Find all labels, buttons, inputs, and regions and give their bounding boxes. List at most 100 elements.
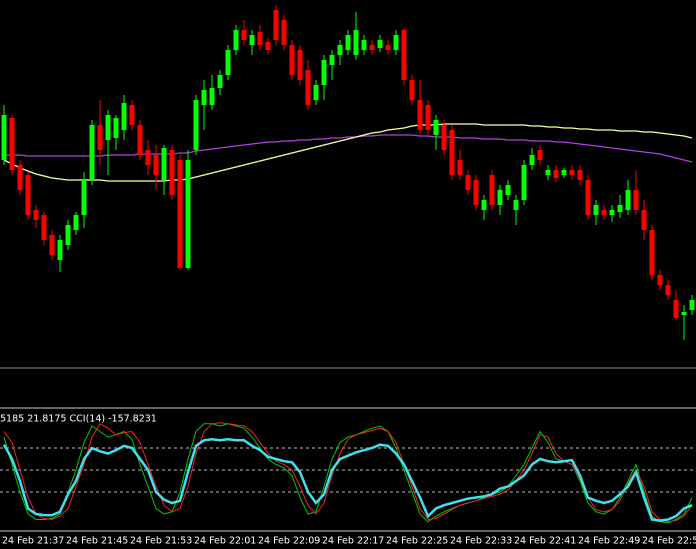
candle-body [209,88,215,105]
candle-body [601,210,607,215]
candle-body [569,170,575,175]
x-tick-label: 24 Feb 22:33 [450,536,512,547]
candle-body [321,60,327,85]
x-tick-label: 24 Feb 21:37 [2,536,64,547]
candle-body [249,35,255,45]
moving-average [4,134,693,163]
candle-body [425,105,431,130]
candle-body [57,240,63,260]
indicator-line [3,422,693,523]
candle-body [681,312,687,315]
candle-body [577,170,583,180]
candle-body [689,300,695,310]
candle-body [489,175,495,205]
candle-body [457,160,463,175]
indicator-label: 5185 21.8175 CCI(14) -157.8231 [0,414,157,425]
candle-body [185,160,191,268]
candle-body [561,170,567,175]
candle-body [225,50,231,75]
candle-body [17,165,23,190]
candle-body [401,30,407,80]
candle-body [513,200,519,210]
x-tick-label: 24 Feb 22:01 [194,536,256,547]
candle-body [657,275,663,285]
candle-body [465,175,471,190]
candle-body [41,215,47,240]
moving-average [3,123,693,182]
candle-body [169,150,175,195]
candle-body [313,85,319,100]
x-tick-label: 24 Feb 22:09 [258,536,320,547]
candle-body [33,210,39,220]
candle-body [329,55,335,65]
candle-body [265,42,271,50]
candle-body [297,50,303,80]
candle-body [497,190,503,205]
candle-body [385,45,391,50]
candle-body [537,150,543,160]
indicator-line [2,437,693,522]
candle-body [449,130,455,175]
candle-body [89,125,95,180]
candle-body [665,285,671,295]
candle-body [633,190,639,210]
candle-body [545,170,551,175]
candle-body [593,205,599,215]
candle-body [273,10,279,40]
candle-body [433,120,439,135]
candle-body [609,210,615,215]
candle-body [641,210,647,230]
candle-body [193,100,199,150]
candle-body [441,125,447,150]
candle-body [409,80,415,100]
candle-body [105,115,111,140]
candle-body [529,155,535,165]
candle-body [673,300,679,318]
x-tick-label: 24 Feb 22:25 [386,536,448,547]
candle-body [473,180,479,205]
candle-body [241,30,247,40]
candle-body [353,30,359,55]
candle-body [153,155,159,175]
candle-body [337,45,343,55]
x-tick-label: 24 Feb 21:45 [66,536,128,547]
candle-body [97,125,103,150]
candle-body [49,235,55,255]
x-tick-label: 24 Feb 22:41 [514,536,576,547]
candle-body [137,125,143,155]
x-tick-label: 24 Feb 22:17 [322,536,384,547]
candle-body [257,32,263,45]
candle-body [585,180,591,215]
candle-body [649,230,655,275]
x-tick-label: 24 Feb 21:53 [130,536,192,547]
candle-body [345,35,351,50]
candle-body [81,180,87,215]
candle-body [65,225,71,245]
candle-body [305,70,311,105]
candle-body [553,170,559,178]
candle-body [393,35,399,50]
candle-body [9,118,15,170]
x-tick-label: 24 Feb 22:57 [642,536,696,547]
candle-body [417,100,423,130]
candle-body [217,75,223,88]
candle-body [505,185,511,195]
candle-body [369,45,375,50]
candle-body [177,160,183,268]
candle-body [129,105,135,125]
candle-body [233,30,239,50]
candle-body [121,103,127,130]
candle-body [625,190,631,210]
candle-body [361,40,367,50]
candle-body [73,215,79,230]
candle-body [521,165,527,200]
candle-body [201,90,207,105]
candle-body [1,115,7,160]
candle-body [481,200,487,210]
candle-body [281,20,287,45]
candle-body [161,148,167,180]
candle-body [377,40,383,48]
candle-body [113,118,119,138]
candle-body [25,175,31,215]
